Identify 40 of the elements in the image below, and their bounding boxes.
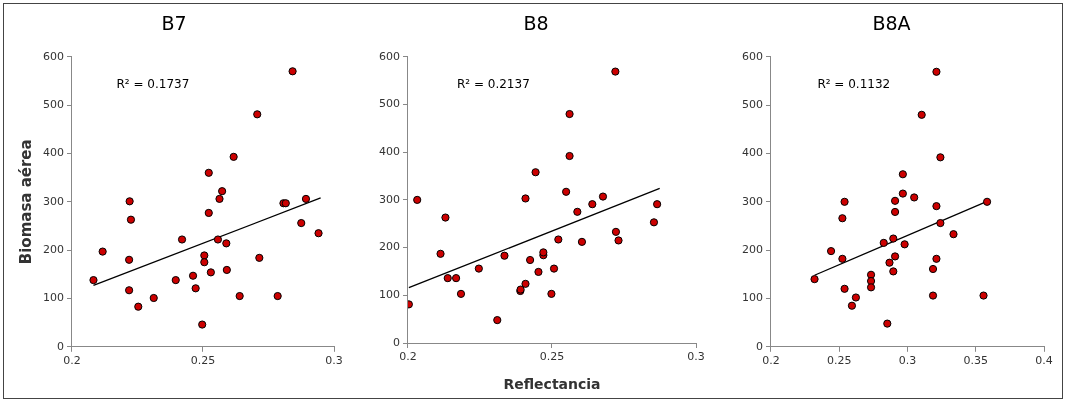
y-tick-label: 300 bbox=[742, 194, 763, 208]
x-tick-label: 0.4 bbox=[1035, 354, 1053, 368]
y-tick-label: 600 bbox=[742, 49, 763, 63]
annotation: R² = 0.1737 bbox=[116, 76, 190, 91]
y-tick-label: 500 bbox=[742, 97, 763, 111]
y-tick-label: 200 bbox=[43, 242, 64, 256]
x-tick-label: 0.3 bbox=[325, 354, 343, 368]
y-tick-label: 400 bbox=[379, 145, 400, 159]
y-tick-label: 200 bbox=[742, 242, 763, 256]
annotation: R² = 0.2137 bbox=[456, 76, 530, 91]
x-tick-label: 0.2 bbox=[762, 354, 780, 368]
y-tick-label: 400 bbox=[43, 146, 64, 160]
y-tick-label: 600 bbox=[43, 49, 64, 63]
y-tick-label: 200 bbox=[379, 240, 400, 254]
x-tick-label: 0.25 bbox=[539, 350, 565, 364]
y-tick-label: 0 bbox=[393, 335, 400, 349]
y-tick-label: 100 bbox=[742, 291, 763, 305]
x-tick-label: 0.25 bbox=[827, 354, 852, 368]
y-tick-label: 0 bbox=[756, 339, 763, 353]
y-tick-label: 100 bbox=[43, 291, 64, 305]
y-tick-label: 600 bbox=[379, 49, 400, 63]
x-tick-label: 0.25 bbox=[190, 354, 216, 368]
x-tick-label: 0.3 bbox=[687, 350, 705, 364]
y-tick-label: 100 bbox=[379, 288, 400, 302]
chart-title: B8A bbox=[872, 12, 911, 35]
chart-title: B8 bbox=[523, 12, 549, 35]
y-tick-label: 400 bbox=[742, 146, 763, 160]
y-tick-label: 300 bbox=[379, 192, 400, 206]
chart-title: B7 bbox=[161, 12, 187, 35]
x-tick-label: 0.2 bbox=[399, 350, 417, 364]
annotation: R² = 0.1132 bbox=[817, 76, 891, 91]
y-tick-label: 0 bbox=[57, 339, 64, 353]
y-tick-label: 300 bbox=[43, 194, 64, 208]
x-tick-label: 0.3 bbox=[898, 354, 917, 368]
x-axis-title: Reflectancia bbox=[503, 376, 601, 393]
x-tick-label: 0.35 bbox=[963, 354, 988, 368]
y-axis-title: Biomasa aérea bbox=[16, 139, 35, 265]
x-tick-label: 0.2 bbox=[63, 354, 81, 368]
y-tick-label: 500 bbox=[43, 97, 64, 111]
y-tick-label: 500 bbox=[379, 97, 400, 111]
